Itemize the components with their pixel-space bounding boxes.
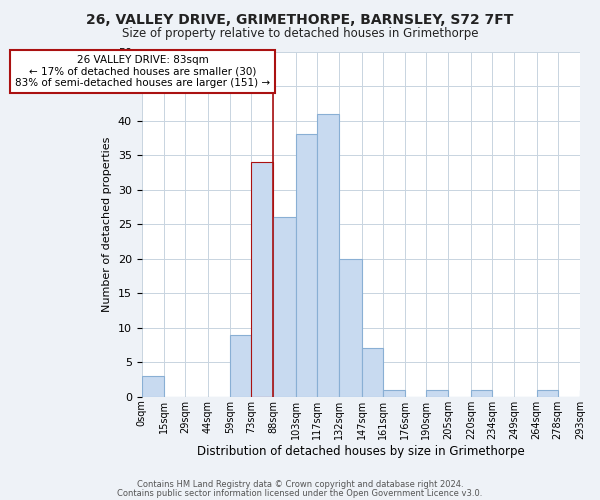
Bar [536, 390, 557, 397]
Bar [142, 376, 164, 397]
Y-axis label: Number of detached properties: Number of detached properties [103, 136, 112, 312]
Bar [362, 348, 383, 397]
Text: 26 VALLEY DRIVE: 83sqm
← 17% of detached houses are smaller (30)
83% of semi-det: 26 VALLEY DRIVE: 83sqm ← 17% of detached… [15, 55, 270, 88]
Bar [580, 390, 600, 397]
Bar [230, 334, 251, 397]
Text: Contains public sector information licensed under the Open Government Licence v3: Contains public sector information licen… [118, 488, 482, 498]
Text: 26, VALLEY DRIVE, GRIMETHORPE, BARNSLEY, S72 7FT: 26, VALLEY DRIVE, GRIMETHORPE, BARNSLEY,… [86, 12, 514, 26]
X-axis label: Distribution of detached houses by size in Grimethorpe: Distribution of detached houses by size … [197, 444, 525, 458]
Text: Size of property relative to detached houses in Grimethorpe: Size of property relative to detached ho… [122, 28, 478, 40]
Text: Contains HM Land Registry data © Crown copyright and database right 2024.: Contains HM Land Registry data © Crown c… [137, 480, 463, 489]
Bar [296, 134, 317, 397]
Bar [426, 390, 448, 397]
Bar [383, 390, 405, 397]
Bar [339, 258, 362, 397]
Bar [471, 390, 492, 397]
Bar [251, 162, 274, 397]
Bar [317, 114, 339, 397]
Bar [274, 217, 296, 397]
